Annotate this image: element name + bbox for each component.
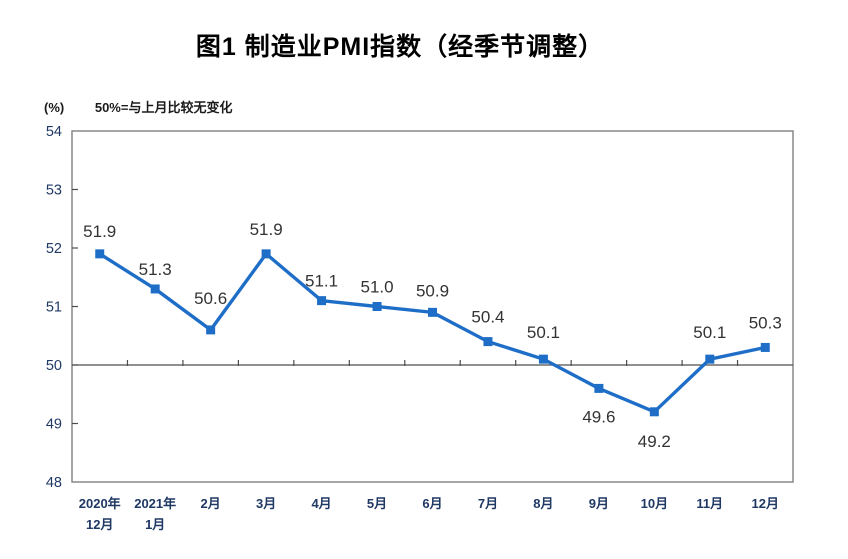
data-point-label: 51.1 bbox=[305, 272, 338, 291]
data-point-marker bbox=[538, 354, 548, 364]
data-point-label: 51.3 bbox=[139, 260, 172, 279]
data-point-marker bbox=[649, 407, 659, 417]
data-point-label: 50.6 bbox=[194, 289, 227, 308]
reference-line-note: 50%=与上月比较无变化 bbox=[94, 100, 233, 115]
chart-title: 图1 制造业PMI指数（经季节调整） bbox=[195, 33, 605, 61]
data-point-label: 49.6 bbox=[582, 407, 615, 426]
x-axis-label: 10月 bbox=[641, 496, 668, 511]
x-axis-label: 4月 bbox=[311, 496, 331, 511]
x-axis-label: 8月 bbox=[533, 496, 553, 511]
data-point-marker bbox=[428, 307, 437, 317]
data-point-label: 50.1 bbox=[527, 323, 560, 342]
x-axis-label: 2月 bbox=[201, 496, 221, 511]
data-point-marker bbox=[483, 337, 493, 347]
pmi-series-line bbox=[98, 251, 766, 414]
y-axis-tick-label: 54 bbox=[46, 124, 62, 140]
data-point-marker bbox=[317, 296, 327, 306]
x-axis-label: 3月 bbox=[256, 496, 276, 511]
x-axis-label: 7月 bbox=[478, 496, 498, 511]
x-axis-label: 9月 bbox=[589, 496, 609, 511]
y-axis-tick-label: 50 bbox=[46, 358, 62, 374]
x-axis-label: 11月 bbox=[696, 496, 723, 511]
y-axis-unit-label: (%) bbox=[44, 100, 65, 115]
data-point-label: 51.9 bbox=[250, 220, 283, 239]
y-axis-tick-label: 53 bbox=[46, 183, 62, 199]
data-point-marker bbox=[760, 342, 770, 352]
y-axis-tick-label: 48 bbox=[46, 475, 62, 491]
data-point-marker bbox=[261, 249, 271, 259]
data-point-marker bbox=[206, 325, 216, 335]
x-axis-label: 12月 bbox=[752, 496, 779, 511]
y-axis-tick-label: 52 bbox=[46, 241, 62, 257]
x-axis-label: 6月 bbox=[422, 496, 442, 511]
x-axis-label: 2021年 1月 bbox=[134, 496, 176, 532]
data-point-marker bbox=[372, 302, 382, 311]
data-point-marker bbox=[150, 284, 160, 294]
x-axis-label: 5月 bbox=[367, 496, 387, 511]
chart-subtitle: (%) 50%=与上月比较无变化 bbox=[44, 97, 232, 116]
data-point-label: 50.9 bbox=[416, 281, 449, 300]
data-point-label: 50.4 bbox=[471, 308, 504, 327]
data-point-marker bbox=[95, 249, 105, 259]
y-axis-tick-label: 49 bbox=[46, 417, 62, 433]
data-point-label: 51.0 bbox=[360, 278, 393, 297]
data-point-label: 50.3 bbox=[749, 313, 782, 332]
data-point-label: 51.9 bbox=[83, 222, 116, 241]
data-point-label: 50.1 bbox=[693, 323, 726, 342]
data-point-marker bbox=[705, 354, 715, 364]
data-point-label: 49.2 bbox=[638, 432, 671, 451]
x-axis-label: 2020年 12月 bbox=[79, 496, 121, 532]
data-point-marker bbox=[594, 383, 604, 393]
y-axis-tick-label: 51 bbox=[46, 300, 62, 316]
